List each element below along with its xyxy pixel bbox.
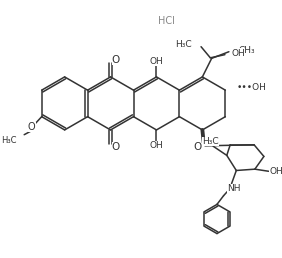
- Text: OH: OH: [149, 141, 163, 150]
- Text: H₃C: H₃C: [1, 136, 17, 145]
- Text: OH: OH: [149, 57, 163, 66]
- Text: HCl: HCl: [158, 16, 175, 26]
- Text: •••OH: •••OH: [237, 83, 266, 92]
- Text: O: O: [112, 55, 120, 65]
- Text: O: O: [112, 142, 120, 152]
- Text: H₃C: H₃C: [202, 137, 219, 146]
- Text: NH: NH: [227, 184, 241, 193]
- Text: H₃C: H₃C: [175, 39, 192, 49]
- Text: O: O: [28, 122, 36, 132]
- Text: CH₃: CH₃: [239, 46, 255, 55]
- Text: OH: OH: [232, 49, 245, 58]
- Text: OH: OH: [269, 167, 282, 176]
- Text: O: O: [193, 142, 201, 152]
